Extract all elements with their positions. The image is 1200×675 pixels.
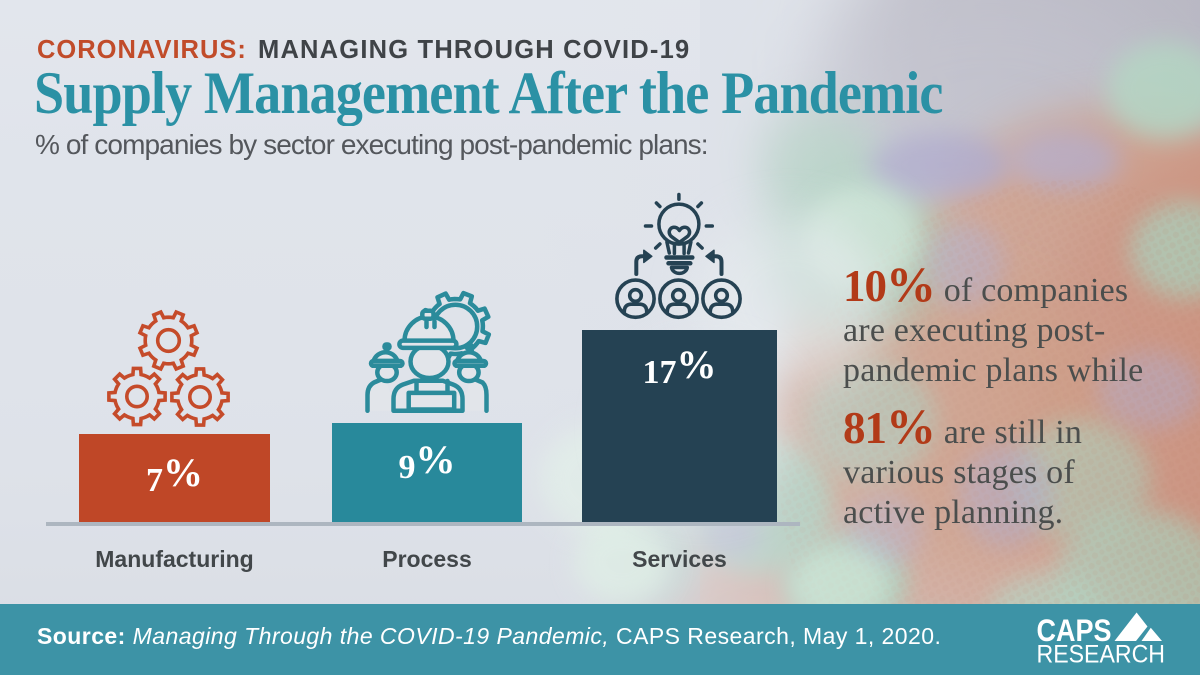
svg-text:CAPS: CAPS	[1037, 612, 1112, 648]
svg-text:RESEARCH: RESEARCH	[1037, 641, 1166, 669]
